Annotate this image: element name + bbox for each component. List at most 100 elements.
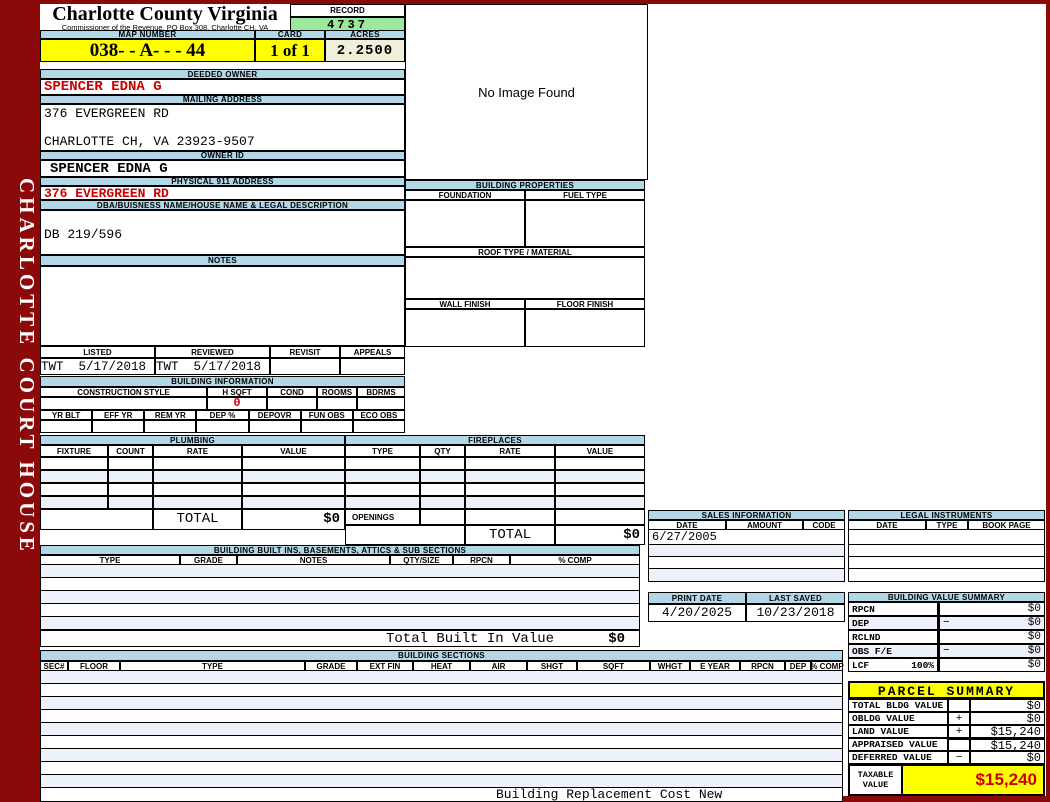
sales-row[interactable] <box>648 569 845 582</box>
building-sections-row[interactable] <box>40 749 843 762</box>
deeded-owner-value[interactable]: SPENCER EDNA G <box>40 79 405 95</box>
bdrms-value[interactable] <box>357 397 405 410</box>
construction-style-value[interactable] <box>40 397 207 410</box>
depovr-value[interactable] <box>248 420 301 433</box>
cond-value[interactable] <box>267 397 317 410</box>
parcel-total-bldg-value: $0 <box>970 699 1045 712</box>
fuel-type-value[interactable] <box>525 200 645 247</box>
map-number-value[interactable]: 038- - A- - - 44 <box>40 39 255 62</box>
built-ins-notes-label: NOTES <box>237 555 390 565</box>
listed-value[interactable]: TWT 5/17/2018 <box>40 358 155 375</box>
bvs-dep-label: DEP <box>852 617 870 629</box>
building-information-title: BUILDING INFORMATION <box>40 376 405 387</box>
parcel-row-deferred: DEFERRED VALUE − $0 <box>848 751 1045 764</box>
built-ins-row[interactable] <box>40 578 640 591</box>
appeals-value[interactable] <box>340 358 405 375</box>
fun-obs-value[interactable] <box>300 420 353 433</box>
building-sections-row[interactable] <box>40 736 843 749</box>
legal-row[interactable] <box>848 530 1045 545</box>
acres-value[interactable]: 2.2500 <box>325 39 405 62</box>
built-ins-row[interactable] <box>40 617 640 630</box>
sales-header-row: DATE AMOUNT CODE <box>648 520 845 530</box>
parcel-appraised-value: $15,240 <box>970 738 1045 752</box>
built-ins-row[interactable] <box>40 604 640 617</box>
fireplaces-rate-label: RATE <box>465 445 555 457</box>
building-sections-row[interactable] <box>40 723 843 736</box>
fireplaces-row[interactable] <box>345 496 645 509</box>
fireplaces-row[interactable] <box>345 457 645 470</box>
roof-type-value[interactable] <box>405 257 645 299</box>
revisit-label: REVISIT <box>270 346 340 358</box>
built-ins-row[interactable] <box>40 591 640 604</box>
sales-row[interactable] <box>648 557 845 569</box>
rooms-value[interactable] <box>317 397 357 410</box>
wall-floor-value-row <box>405 309 645 347</box>
card-value[interactable]: 1 of 1 <box>255 39 325 62</box>
building-sections-title: BUILDING SECTIONS <box>40 650 843 661</box>
building-sections-row[interactable] <box>40 684 843 697</box>
bs-floor-label: FLOOR <box>68 661 120 671</box>
physical-address-value[interactable]: 376 EVERGREEN RD <box>40 186 405 201</box>
revisit-value[interactable] <box>270 358 340 375</box>
built-ins-row[interactable] <box>40 565 640 578</box>
sales-date-label: DATE <box>648 520 726 530</box>
legal-row[interactable] <box>848 569 1045 582</box>
building-info-value-row1: 0 <box>40 397 405 410</box>
wall-finish-value[interactable] <box>405 309 525 347</box>
fireplaces-row[interactable] <box>345 483 645 496</box>
dep-pct-value[interactable] <box>196 420 249 433</box>
reviewed-value[interactable]: TWT 5/17/2018 <box>155 358 270 375</box>
sidebar-county-banner: CHARLOTTE COURT HOUSE <box>15 178 39 555</box>
legal-book-page-label: BOOK PAGE <box>968 520 1045 530</box>
parcel-deferred-op: − <box>948 751 970 764</box>
fireplaces-type-label: TYPE <box>345 445 420 457</box>
eff-yr-label: EFF YR <box>92 410 145 420</box>
sales-row[interactable]: 6/27/2005 <box>648 530 845 545</box>
eco-obs-value[interactable] <box>352 420 405 433</box>
building-sections-row[interactable] <box>40 710 843 723</box>
legal-row[interactable] <box>848 545 1045 557</box>
sales-code-label: CODE <box>803 520 845 530</box>
building-sections-row[interactable] <box>40 697 843 710</box>
openings-qty-value[interactable] <box>420 509 465 525</box>
taxable-value-label: TAXABLE VALUE <box>848 764 903 796</box>
built-ins-total-row: Total Built In Value $0 <box>40 630 640 647</box>
parcel-land-op: + <box>948 725 970 738</box>
plumbing-row[interactable] <box>40 483 345 496</box>
building-sections-row[interactable] <box>40 762 843 775</box>
eff-yr-value[interactable] <box>92 420 145 433</box>
rem-yr-value[interactable] <box>144 420 197 433</box>
fireplaces-total-value: $0 <box>555 525 645 545</box>
yr-blt-label: YR BLT <box>40 410 93 420</box>
legal-row[interactable] <box>848 557 1045 569</box>
h-sqft-value[interactable]: 0 <box>207 397 267 410</box>
plumbing-row[interactable] <box>40 470 345 483</box>
building-sections-row[interactable] <box>40 775 843 788</box>
mailing-address-value[interactable]: 376 EVERGREEN RD CHARLOTTE CH, VA 23923-… <box>40 104 405 151</box>
fireplaces-header-row: TYPE QTY RATE VALUE <box>345 445 645 457</box>
plumbing-title: PLUMBING <box>40 435 345 445</box>
plumbing-count-label: COUNT <box>108 445 153 457</box>
plumbing-row[interactable] <box>40 496 345 509</box>
record-value[interactable]: 4737 <box>290 17 405 32</box>
floor-finish-value[interactable] <box>525 309 645 347</box>
foundation-value[interactable] <box>405 200 525 247</box>
sales-row[interactable] <box>648 545 845 557</box>
bs-air-label: AIR <box>470 661 527 671</box>
owner-id-value[interactable]: SPENCER EDNA G <box>40 160 405 177</box>
yr-blt-value[interactable] <box>40 420 93 433</box>
fireplaces-qty-label: QTY <box>420 445 465 457</box>
appeals-label: APPEALS <box>340 346 405 358</box>
notes-area[interactable] <box>40 266 405 346</box>
dba-legal-description-value[interactable]: DB 219/596 <box>40 210 405 255</box>
plumbing-row[interactable] <box>40 457 345 470</box>
print-saved-header-row: PRINT DATE LAST SAVED <box>648 592 845 604</box>
bs-type-label: TYPE <box>120 661 305 671</box>
mailing-address-label: MAILING ADDRESS <box>40 95 405 104</box>
roof-type-label: ROOF TYPE / MATERIAL <box>405 247 645 257</box>
plumbing-total-row: TOTAL $0 <box>40 509 345 530</box>
building-sections-row[interactable] <box>40 671 843 684</box>
bvs-obs-label: OBS F/E <box>852 645 892 657</box>
fireplaces-row[interactable] <box>345 470 645 483</box>
building-info-header-row1: CONSTRUCTION STYLE H SQFT COND ROOMS BDR… <box>40 387 405 397</box>
